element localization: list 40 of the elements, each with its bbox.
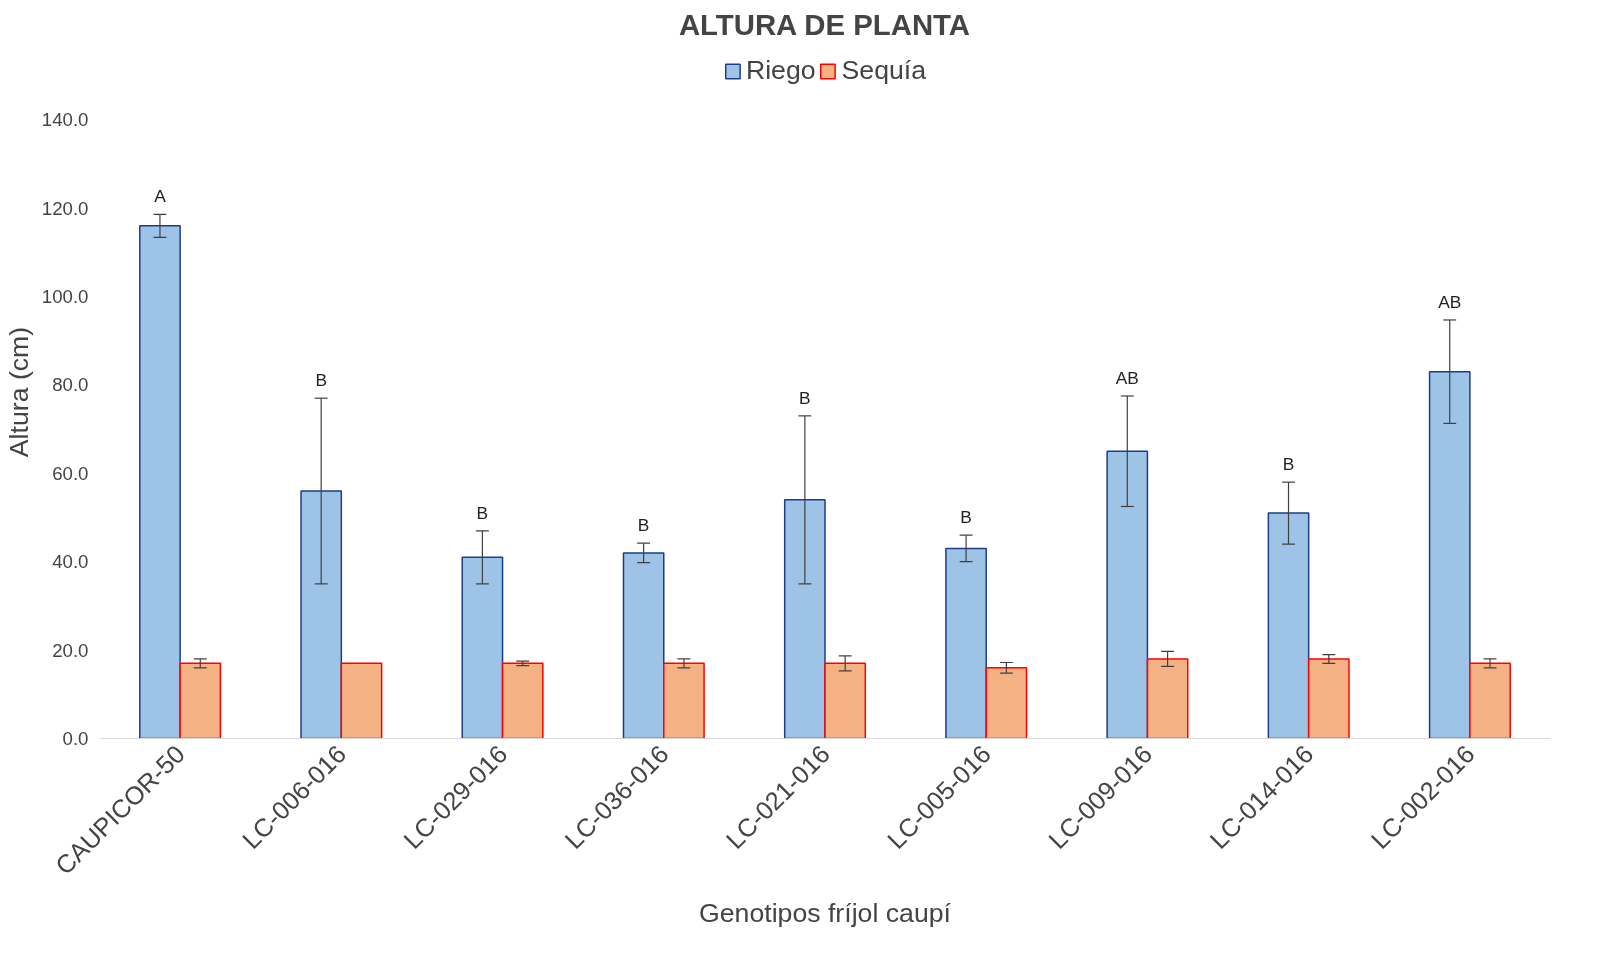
y-tick-label: 40.0: [52, 551, 89, 573]
y-tick-label: 100.0: [41, 286, 89, 308]
legend-label: Sequía: [841, 55, 927, 86]
legend-label: Riego: [745, 55, 816, 86]
bar: [501, 662, 544, 739]
x-axis-title: Genotipos fríjol caupí: [699, 897, 952, 928]
annotation: B: [637, 515, 650, 536]
y-axis-title: Altura (cm): [3, 326, 34, 458]
y-tick-label: 60.0: [52, 462, 89, 484]
bar: [340, 662, 383, 739]
bar: [461, 556, 504, 739]
annotation: B: [1282, 454, 1295, 475]
bar: [179, 662, 222, 739]
bar: [945, 547, 987, 739]
bar: [663, 662, 705, 739]
y-tick-label: 0.0: [62, 728, 89, 749]
bar: [1146, 658, 1189, 739]
annotation: AB: [1115, 367, 1139, 388]
annotation: AB: [1438, 291, 1462, 312]
bar: [824, 662, 867, 739]
bar: [1307, 658, 1350, 739]
annotation: B: [799, 387, 811, 408]
bar: [1267, 512, 1310, 739]
annotation: B: [315, 370, 327, 391]
annotation: A: [154, 186, 167, 207]
y-tick-label: 80.0: [52, 374, 89, 396]
bar: [783, 499, 826, 739]
annotation: B: [476, 502, 489, 523]
bar: [1469, 662, 1511, 739]
annotation: B: [960, 507, 972, 528]
bar: [300, 490, 343, 739]
y-tick-label: 120.0: [41, 197, 89, 219]
chart-title: ALTURA DE PLANTA: [678, 7, 970, 41]
y-tick-label: 140.0: [41, 109, 89, 131]
bar: [1106, 450, 1149, 739]
bar: [1428, 370, 1471, 739]
bar: [139, 225, 181, 739]
bar: [622, 552, 665, 739]
y-tick-label: 20.0: [52, 639, 89, 661]
bar: [985, 667, 1028, 739]
